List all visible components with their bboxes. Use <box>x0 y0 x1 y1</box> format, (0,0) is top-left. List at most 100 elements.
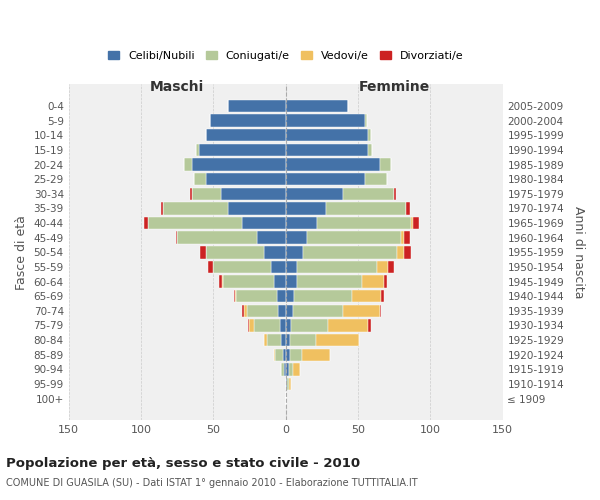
Bar <box>236 290 277 302</box>
Bar <box>401 232 404 244</box>
Bar <box>287 378 289 390</box>
Bar <box>286 100 348 112</box>
Bar <box>328 320 368 332</box>
Bar <box>292 320 328 332</box>
Bar <box>290 348 302 361</box>
Bar <box>289 378 292 390</box>
Bar <box>343 304 380 317</box>
Bar <box>394 188 395 200</box>
Bar <box>289 363 293 376</box>
Bar <box>286 378 287 390</box>
Bar <box>368 129 371 141</box>
Bar <box>297 276 362 288</box>
Bar <box>223 276 274 288</box>
Bar <box>365 173 387 186</box>
Bar <box>352 290 381 302</box>
Y-axis label: Fasce di età: Fasce di età <box>15 215 28 290</box>
Bar <box>221 188 286 200</box>
Bar <box>286 320 292 332</box>
Bar <box>242 217 286 230</box>
Bar <box>219 276 222 288</box>
Bar <box>161 202 163 214</box>
Bar <box>303 246 397 258</box>
Legend: Celibi/Nubili, Coniugati/e, Vedovi/e, Divorziati/e: Celibi/Nubili, Coniugati/e, Vedovi/e, Di… <box>103 46 468 66</box>
Bar <box>368 320 371 332</box>
Bar <box>283 348 286 361</box>
Bar <box>271 260 286 273</box>
Bar <box>286 304 293 317</box>
Bar <box>406 202 410 214</box>
Bar <box>281 363 284 376</box>
Bar <box>264 246 286 258</box>
Bar <box>412 217 413 230</box>
Text: Femmine: Femmine <box>358 80 430 94</box>
Bar <box>222 276 223 288</box>
Bar <box>233 290 235 302</box>
Bar <box>397 246 404 258</box>
Bar <box>211 114 286 127</box>
Bar <box>191 188 221 200</box>
Bar <box>286 129 368 141</box>
Bar <box>286 276 297 288</box>
Bar <box>248 320 250 332</box>
Bar <box>274 276 286 288</box>
Bar <box>380 158 391 170</box>
Bar <box>148 217 242 230</box>
Bar <box>163 202 228 214</box>
Bar <box>196 144 199 156</box>
Bar <box>267 334 281 346</box>
Bar <box>247 304 278 317</box>
Bar <box>293 363 300 376</box>
Text: COMUNE DI GUASILA (SU) - Dati ISTAT 1° gennaio 2010 - Elaborazione TUTTITALIA.IT: COMUNE DI GUASILA (SU) - Dati ISTAT 1° g… <box>6 478 418 488</box>
Bar <box>365 114 367 127</box>
Bar <box>343 188 394 200</box>
Bar <box>404 246 412 258</box>
Bar <box>377 260 388 273</box>
Bar <box>286 246 303 258</box>
Bar <box>278 304 286 317</box>
Bar <box>326 202 406 214</box>
Bar <box>281 334 286 346</box>
Bar <box>286 232 307 244</box>
Bar <box>286 188 343 200</box>
Bar <box>250 320 254 332</box>
Bar <box>206 173 286 186</box>
Bar <box>242 304 244 317</box>
Bar <box>277 290 286 302</box>
Bar <box>264 334 267 346</box>
Bar <box>307 232 401 244</box>
Bar <box>381 290 384 302</box>
Bar <box>190 188 191 200</box>
Bar <box>176 232 177 244</box>
Bar <box>280 320 286 332</box>
Bar <box>286 144 368 156</box>
Bar <box>362 276 384 288</box>
Bar <box>228 202 286 214</box>
Bar <box>293 304 343 317</box>
Bar <box>302 348 331 361</box>
Bar <box>286 158 380 170</box>
Bar <box>286 363 289 376</box>
Bar <box>297 260 377 273</box>
Bar <box>184 158 191 170</box>
Bar <box>316 334 359 346</box>
Bar <box>200 246 206 258</box>
Text: Maschi: Maschi <box>150 80 204 94</box>
Bar <box>144 217 148 230</box>
Bar <box>286 334 290 346</box>
Bar <box>284 363 286 376</box>
Bar <box>286 173 365 186</box>
Bar <box>384 276 387 288</box>
Bar <box>208 260 213 273</box>
Bar <box>275 348 283 361</box>
Bar <box>177 232 257 244</box>
Text: Popolazione per età, sesso e stato civile - 2010: Popolazione per età, sesso e stato civil… <box>6 458 360 470</box>
Bar <box>286 202 326 214</box>
Bar <box>286 348 290 361</box>
Bar <box>254 320 280 332</box>
Bar <box>290 334 316 346</box>
Bar <box>286 217 317 230</box>
Y-axis label: Anni di nascita: Anni di nascita <box>572 206 585 298</box>
Bar <box>413 217 419 230</box>
Bar <box>286 260 297 273</box>
